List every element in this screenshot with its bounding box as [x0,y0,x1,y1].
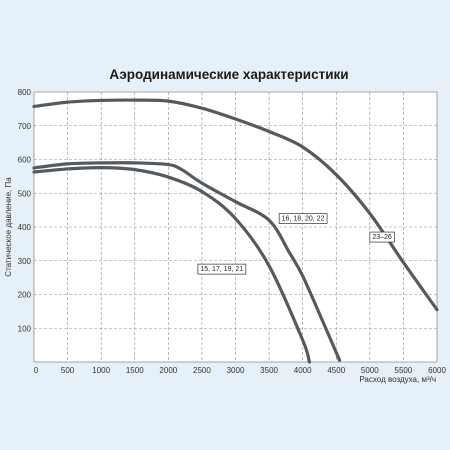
curve-label-text: 16, 18, 20, 22 [282,215,325,222]
y-tick-label: 500 [18,189,32,198]
grid-layer [33,91,438,363]
curve-label-box [278,213,328,224]
curve-label-16-18-20-22: 16, 18, 20, 22 [278,213,328,224]
y-tick-label: 200 [18,291,32,300]
series-line-16-18-20-22 [32,161,342,362]
curve-label-text: 23–26 [372,234,392,241]
curve-label-23-26: 23–26 [369,231,395,243]
curve-labels-layer: 15, 17, 19, 21 16, 18, 20, 22 23–26 [197,213,395,275]
x-tick-label: 5000 [361,366,379,375]
x-tick-label: 2500 [193,366,211,375]
x-tick-label: 3500 [260,366,278,375]
curves-layer [32,98,439,364]
x-tick-label: 4000 [294,366,312,375]
x-axis-label: Расход воздуха, м³/ч [359,375,436,384]
series-line-23-26 [32,98,439,312]
tick-labels-layer: 0 500 1000 1500 2000 2500 3000 3500 4000 4500 5000… [18,88,447,375]
x-tick-label: 1000 [92,366,110,375]
y-tick-label: 300 [18,257,32,266]
y-tick-label: 100 [18,324,32,333]
y-tick-label: 800 [18,88,32,97]
chart-title: Аэродинамические характеристики [109,67,348,82]
x-tick-label: 3000 [227,366,245,375]
x-tick-label: 1500 [126,366,144,375]
y-axis-label: Статическое давление, Па [4,177,13,277]
curve-label-box [197,263,247,275]
y-tick-label: 700 [18,122,32,131]
x-tick-label: 4500 [327,366,345,375]
series-line-15-17-19-21 [32,165,311,364]
y-tick-label: 600 [18,156,32,165]
x-tick-label: 5500 [395,366,413,375]
y-tick-label: 400 [18,223,32,232]
curve-label-text: 15, 17, 19, 21 [200,266,243,273]
curve-label-15-17-19-21: 15, 17, 19, 21 [197,263,247,275]
x-tick-label: 500 [61,366,75,375]
x-tick-label: 2000 [159,366,177,375]
x-tick-label: 0 [34,366,39,375]
curve-label-box [369,231,395,243]
x-tick-label: 6000 [428,366,446,375]
